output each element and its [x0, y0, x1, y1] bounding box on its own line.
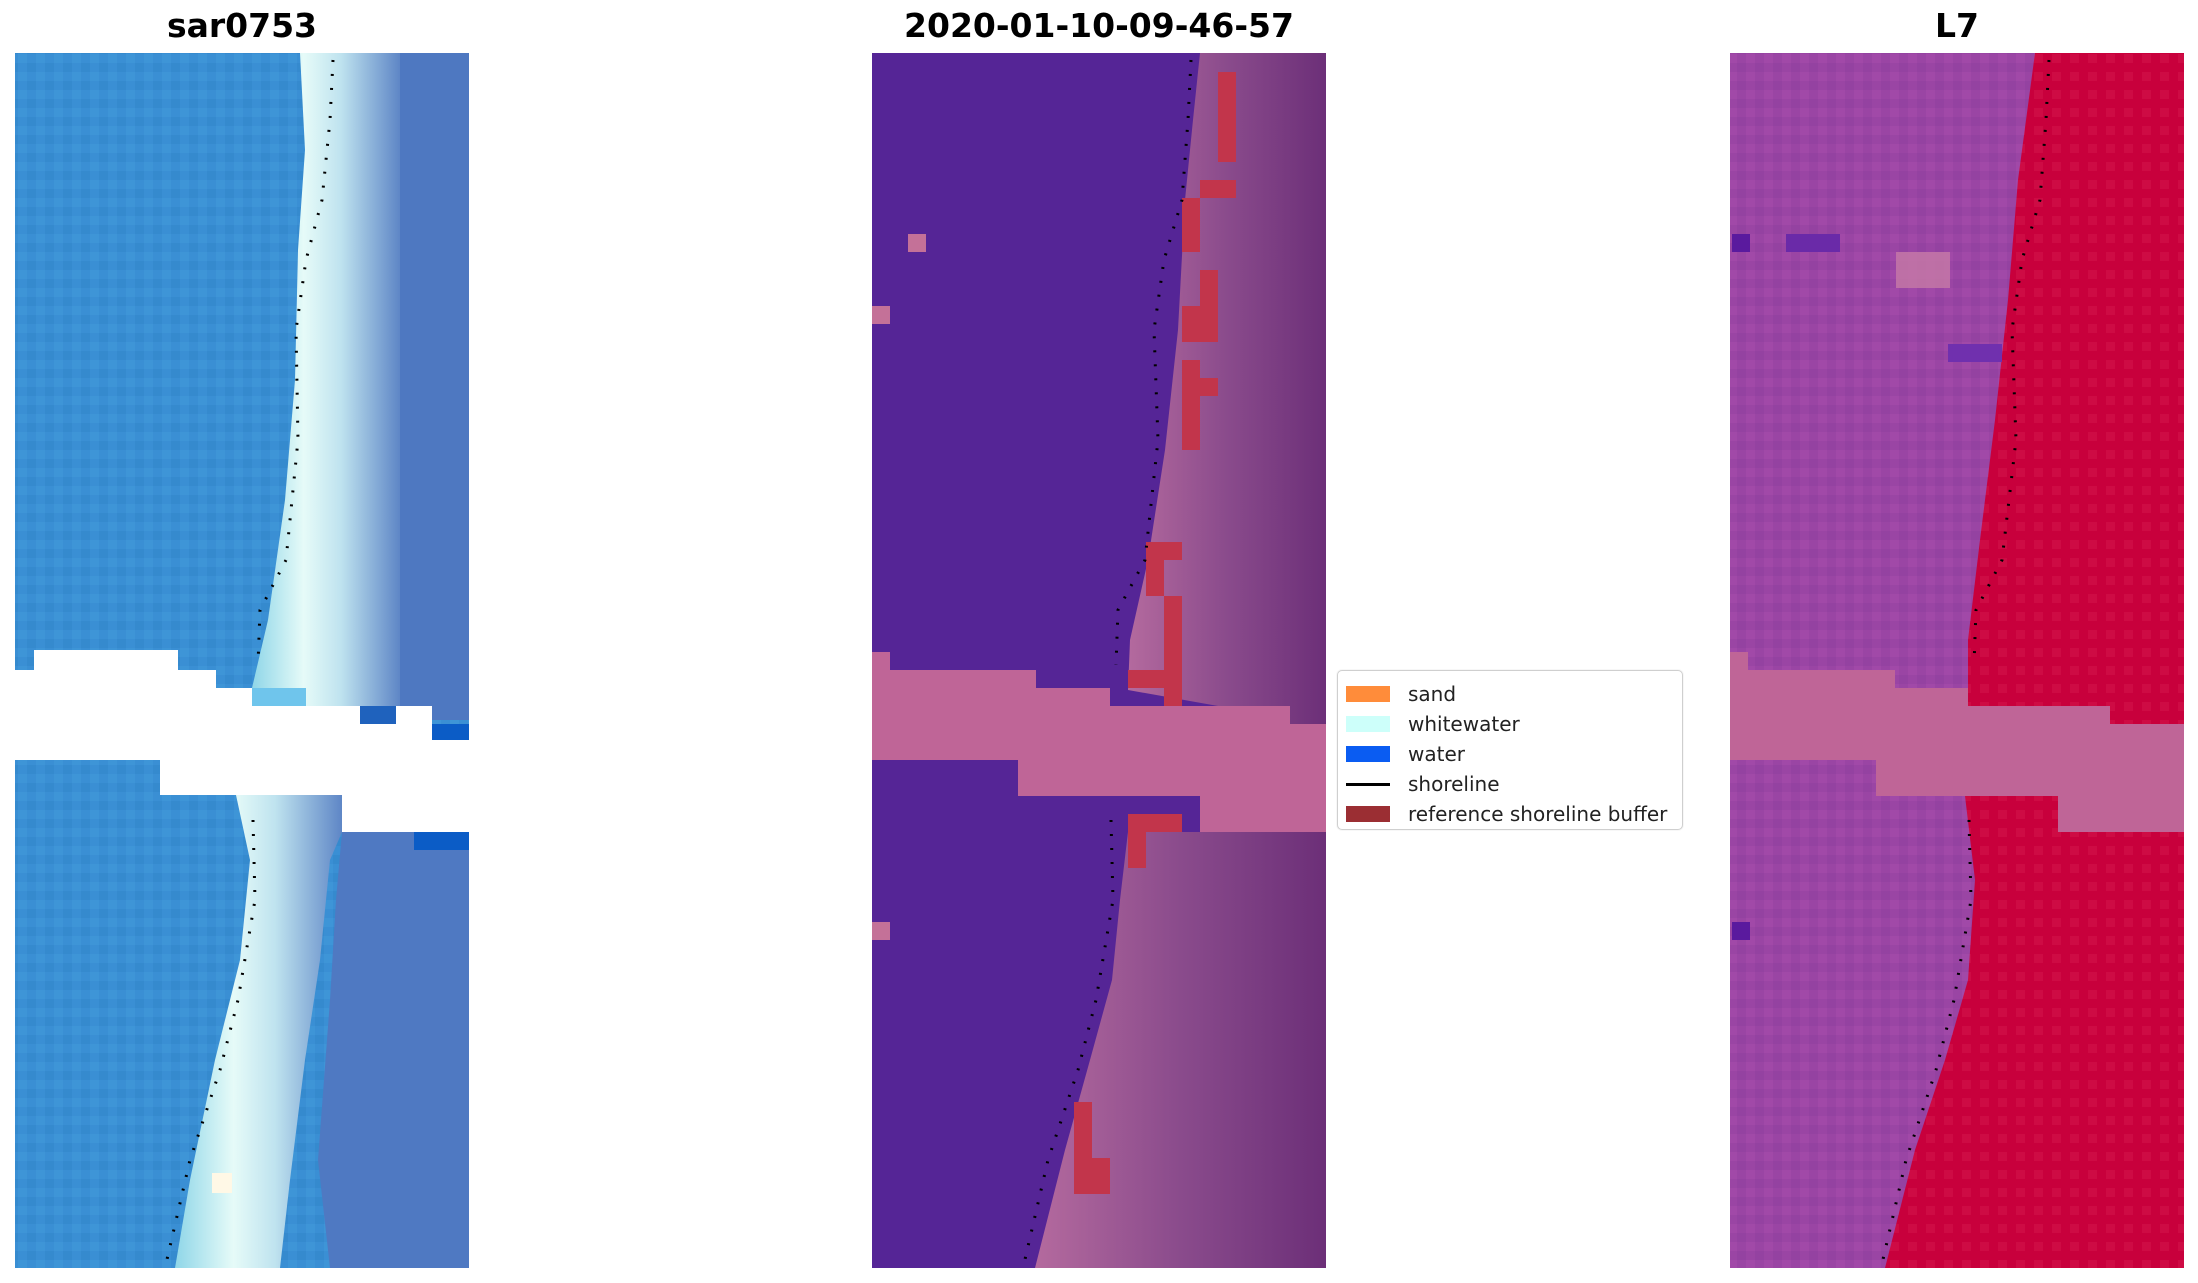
legend-item-buffer: reference shoreline buffer — [1346, 801, 1667, 827]
legend-swatch-whitewater — [1346, 716, 1390, 732]
l7-land-bottom — [1885, 796, 2184, 1268]
legend-swatch-buffer — [1346, 806, 1390, 822]
panel-title-rgb: sar0753 — [166, 6, 318, 45]
legend-item-water: water — [1346, 741, 1465, 767]
l7-dark-pixel — [1948, 344, 2002, 362]
legend-label-whitewater: whitewater — [1408, 712, 1520, 736]
rgb-image — [15, 53, 469, 1268]
legend-label-water: water — [1408, 742, 1465, 766]
rgb-land-top — [400, 53, 469, 720]
l7-dark-pixel — [1732, 234, 1750, 252]
legend-item-sand: sand — [1346, 681, 1456, 707]
rgb-dark-pixel — [414, 832, 469, 850]
l7-light-pixel — [1896, 252, 1950, 288]
legend-swatch-shoreline — [1346, 782, 1390, 786]
rgb-dark-pixel — [432, 724, 469, 740]
panel-title-l7: L7 — [1935, 6, 1979, 45]
l7-image — [1730, 53, 2184, 1268]
rgb-light-pixel — [252, 688, 306, 706]
buffer-pink-pixels — [872, 234, 926, 940]
legend-label-shoreline: shoreline — [1408, 772, 1500, 796]
legend-swatch-sand — [1346, 686, 1390, 702]
legend-item-shoreline: shoreline — [1346, 771, 1500, 797]
legend-label-sand: sand — [1408, 682, 1457, 706]
legend-swatch-water — [1346, 746, 1390, 762]
rgb-bright-pixel — [212, 1173, 232, 1193]
buffer-red-pixels — [1074, 72, 1236, 1194]
l7-dark-pixel — [1786, 234, 1840, 252]
rgb-surf-top — [252, 53, 400, 706]
rgb-land-bottom — [318, 832, 469, 1268]
l7-land-top — [1968, 53, 2184, 724]
classified-image — [872, 53, 1326, 1268]
rgb-dark-pixel — [360, 706, 396, 724]
buffer-strip — [872, 652, 1326, 832]
panel-title-classified: 2020-01-10-09-46-57 — [904, 6, 1294, 45]
legend-item-whitewater: whitewater — [1346, 711, 1520, 737]
l7-dark-pixel — [1732, 922, 1750, 940]
l7-buffer-strip — [1730, 652, 2184, 832]
legend: sand whitewater water shoreline referenc… — [1337, 670, 1683, 830]
rgb-surf-bottom — [175, 795, 342, 1268]
legend-label-buffer: reference shoreline buffer — [1408, 802, 1668, 826]
